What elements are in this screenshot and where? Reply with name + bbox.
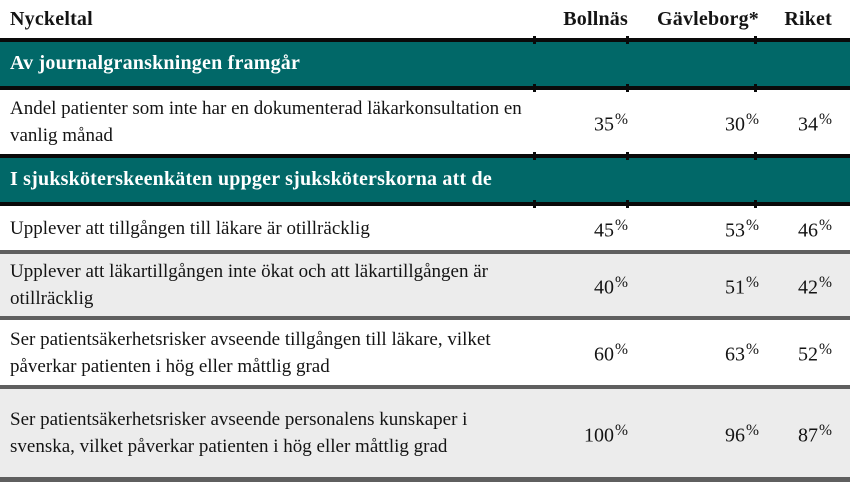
row-label: Upplever att tillgången till läkare är o…: [10, 217, 370, 239]
value-gavleborg: 51%: [725, 273, 759, 299]
column-tick: [626, 84, 629, 92]
column-header-nyckeltal: Nyckeltal: [10, 7, 93, 30]
percent-sign: %: [615, 341, 628, 359]
percent-sign: %: [819, 110, 832, 128]
column-tick: [626, 200, 629, 208]
value-bollnas: 60%: [594, 341, 628, 366]
column-tick: [533, 200, 536, 208]
value-bollnas: 40%: [594, 273, 628, 299]
value-gavleborg: 96%: [725, 421, 759, 447]
section-header-label: Av journalgranskningen framgår: [10, 52, 301, 74]
value-riket: 87%: [798, 421, 832, 447]
value-riket: 34%: [798, 110, 832, 136]
column-header-bollnas: Bollnäs: [563, 7, 628, 30]
value-bollnas: 100%: [584, 421, 628, 447]
percent-sign: %: [819, 421, 832, 439]
value-gavleborg: 63%: [725, 341, 759, 366]
table-header-row: Nyckeltal Bollnäs Gävleborg* Riket: [0, 0, 850, 38]
row-label: Ser patientsäkerhetsrisker avseende pers…: [10, 409, 468, 457]
column-header-gavleborg: Gävleborg*: [657, 7, 759, 30]
value-bollnas: 35%: [594, 110, 628, 136]
table-row: Andel patienter som inte har en dokument…: [0, 90, 850, 154]
table-row: Ser patientsäkerhetsrisker avseende till…: [0, 316, 850, 385]
value-gavleborg: 53%: [725, 216, 759, 242]
percent-sign: %: [615, 421, 628, 439]
table-bottom-rule: [0, 477, 850, 482]
value-riket: 46%: [798, 216, 832, 242]
column-tick: [754, 152, 757, 160]
column-tick: [533, 36, 536, 44]
percent-sign: %: [746, 421, 759, 439]
percent-sign: %: [746, 110, 759, 128]
column-tick: [533, 152, 536, 160]
value-gavleborg: 30%: [725, 110, 759, 136]
table-row: Upplever att tillgången till läkare är o…: [0, 206, 850, 250]
percent-sign: %: [819, 216, 832, 234]
row-label: Andel patienter som inte har en dokument…: [10, 98, 522, 146]
column-tick: [754, 200, 757, 208]
row-label: Upplever att läkartillgången inte ökat o…: [10, 261, 488, 309]
percent-sign: %: [746, 341, 759, 359]
table-row: Ser patientsäkerhetsrisker avseende pers…: [0, 385, 850, 477]
section-header-label: I sjuksköterskeenkäten uppger sjuksköter…: [10, 168, 492, 190]
column-tick: [626, 36, 629, 44]
percent-sign: %: [615, 216, 628, 234]
percent-sign: %: [746, 273, 759, 291]
column-tick: [533, 84, 536, 92]
row-label: Ser patientsäkerhetsrisker avseende till…: [10, 328, 491, 377]
percent-sign: %: [615, 110, 628, 128]
percent-sign: %: [819, 273, 832, 291]
percent-sign: %: [746, 216, 759, 234]
column-header-riket: Riket: [784, 7, 832, 30]
column-tick: [754, 84, 757, 92]
section-header-sjukskoterskeenkaten: I sjuksköterskeenkäten uppger sjuksköter…: [0, 152, 850, 208]
percent-sign: %: [819, 341, 832, 359]
table-row: Upplever att läkartillgången inte ökat o…: [0, 250, 850, 316]
value-bollnas: 45%: [594, 216, 628, 242]
value-riket: 52%: [798, 341, 832, 366]
column-tick: [626, 152, 629, 160]
section-header-journalgranskning: Av journalgranskningen framgår: [0, 36, 850, 92]
column-tick: [754, 36, 757, 44]
value-riket: 42%: [798, 273, 832, 299]
percent-sign: %: [615, 273, 628, 291]
